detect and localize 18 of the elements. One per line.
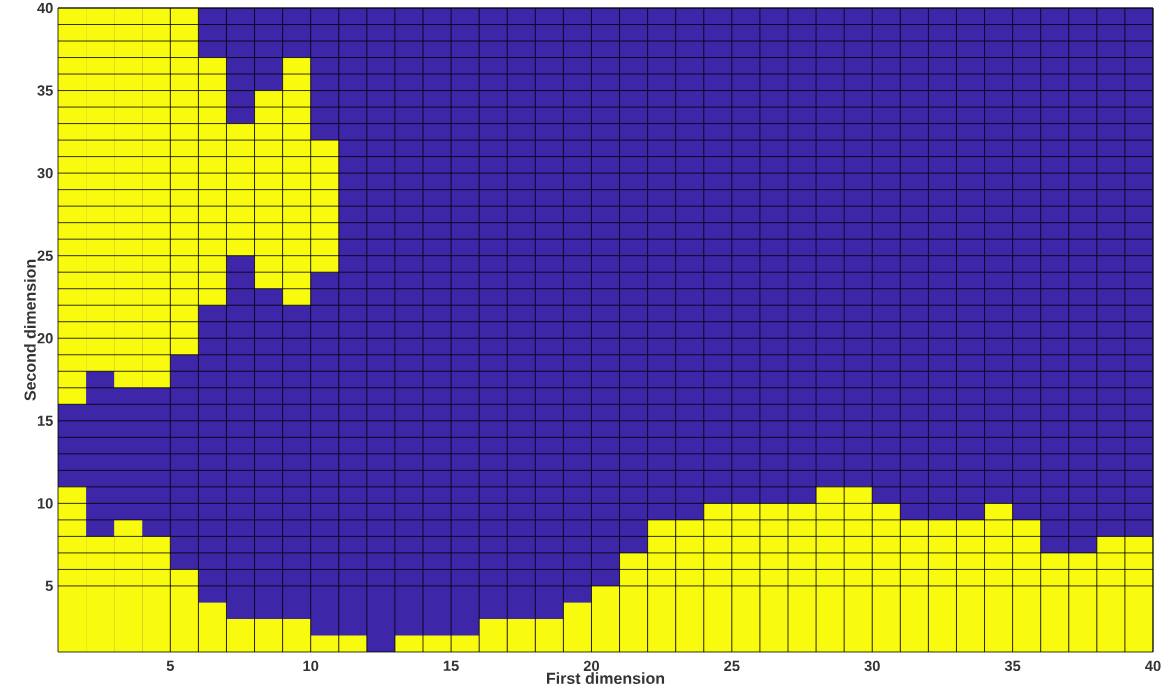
y-tick-label: 30 bbox=[37, 167, 53, 179]
y-tick-label: 25 bbox=[37, 250, 53, 261]
x-tick-label: 20 bbox=[583, 660, 600, 672]
x-tick-label: 35 bbox=[1004, 660, 1021, 672]
y-tick-label: 40 bbox=[37, 2, 53, 14]
x-tick-label: 40 bbox=[1145, 660, 1161, 672]
x-axis-title: First dimension bbox=[547, 672, 665, 684]
y-tick-label: 35 bbox=[37, 85, 53, 96]
y-tick-label: 5 bbox=[45, 580, 53, 592]
y-tick-label: 15 bbox=[37, 415, 53, 426]
x-tick-label: 15 bbox=[443, 660, 459, 671]
y-tick-label: 10 bbox=[37, 498, 53, 509]
y-axis-title: Second dimension bbox=[24, 259, 36, 401]
y-tick-label: 20 bbox=[37, 333, 53, 344]
x-tick-label: 30 bbox=[864, 660, 880, 672]
x-tick-label: 25 bbox=[724, 660, 740, 672]
x-tick-label: 5 bbox=[166, 660, 174, 671]
x-tick-label: 10 bbox=[303, 660, 319, 672]
